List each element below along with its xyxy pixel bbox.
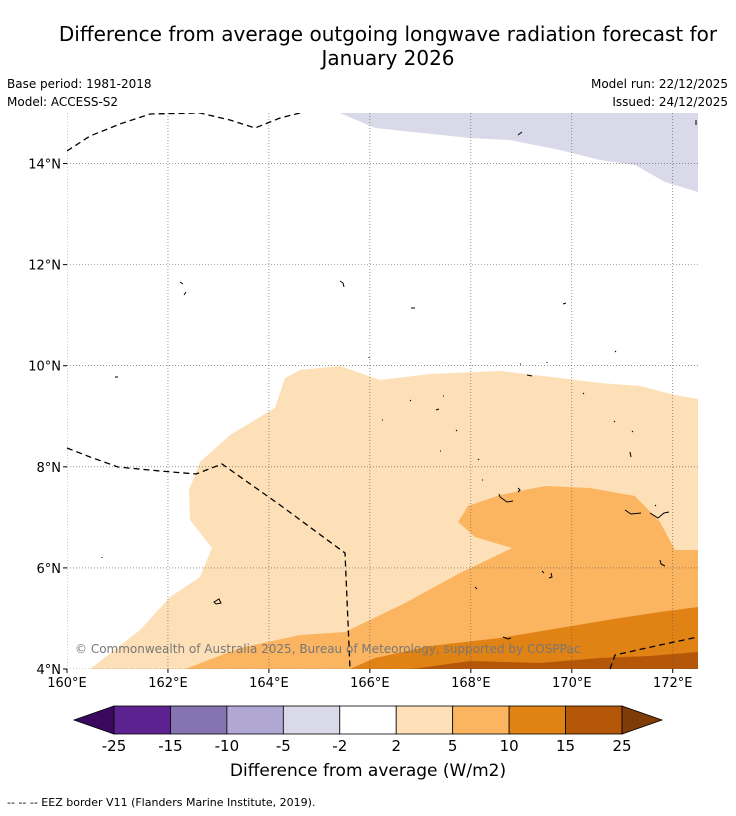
lat-tick-label: 10°N — [28, 360, 61, 375]
colorbar-segment — [452, 705, 510, 735]
lon-tick-label: 162°E — [148, 676, 188, 691]
island — [477, 458, 480, 461]
map-frame: © Commonwealth of Australia 2025, Bureau… — [67, 113, 698, 669]
island — [614, 350, 617, 353]
island — [339, 280, 345, 288]
lon-tick-label: 164°E — [249, 676, 289, 691]
model-name: Model: ACCESS-S2 — [7, 95, 119, 109]
copyright-notice: © Commonwealth of Australia 2025, Bureau… — [75, 642, 580, 656]
eez-legend-note: -- -- -- EEZ border V11 (Flanders Marine… — [7, 796, 316, 809]
colorbar-tick-label: -5 — [276, 737, 291, 755]
lon-tick-label: 160°E — [47, 676, 87, 691]
colorbar-label: Difference from average (W/m2) — [229, 761, 507, 781]
colorbar-tick-label: -15 — [158, 737, 183, 755]
island — [502, 636, 512, 640]
island — [498, 493, 514, 503]
island — [629, 451, 632, 458]
colorbar-tick-label: 25 — [612, 737, 631, 755]
title-line-2: January 2026 — [321, 46, 455, 70]
colorbar: -25 -15 -10 -5 -2 2 5 10 15 25 — [72, 705, 664, 755]
anomaly-region-15-25 — [412, 652, 698, 669]
island — [409, 399, 412, 402]
colorbar-extend-low — [72, 705, 115, 735]
colorbar-tick-label: 2 — [391, 737, 401, 755]
issued-date: Issued: 24/12/2025 — [612, 95, 728, 109]
colorbar-segment — [508, 705, 566, 735]
lat-tick-label: 4°N — [37, 663, 62, 678]
island — [659, 559, 666, 567]
lat-tick-label: 6°N — [37, 562, 62, 577]
colorbar-segment — [226, 705, 284, 735]
meta-left: Base period: 1981-2018 Model: ACCESS-S2 — [7, 75, 152, 111]
island — [213, 598, 222, 605]
lon-tick-label: 172°E — [653, 676, 693, 691]
island — [548, 572, 553, 579]
lon-tick-label: 170°E — [552, 676, 592, 691]
colorbar-tick-label: 15 — [556, 737, 575, 755]
island — [179, 281, 184, 285]
colorbar-extend-high — [621, 705, 664, 735]
island — [517, 131, 523, 136]
island — [183, 291, 187, 296]
island — [649, 511, 670, 519]
island — [455, 429, 458, 432]
chart-title: Difference from average outgoing longwav… — [40, 22, 736, 70]
lon-tick-label: 168°E — [451, 676, 491, 691]
island — [654, 504, 657, 507]
island — [624, 509, 642, 515]
island — [582, 392, 585, 395]
meta-right: Model run: 22/12/2025 Issued: 24/12/2025 — [591, 75, 728, 111]
eez-border-west — [67, 447, 351, 669]
anomaly-region-10-15 — [350, 607, 698, 669]
colorbar-segment — [113, 705, 171, 735]
anomaly-region-5-10 — [185, 486, 698, 669]
colorbar-segment — [339, 705, 397, 735]
island — [517, 487, 521, 493]
colorbar-tick-label: 5 — [448, 737, 458, 755]
base-period: Base period: 1981-2018 — [7, 77, 152, 91]
eez-border-southeast — [609, 636, 698, 669]
colorbar-segment — [565, 705, 623, 735]
lat-tick-label: 14°N — [28, 158, 61, 173]
lat-tick-label: 12°N — [28, 259, 61, 274]
anomaly-region-neg-light — [340, 113, 698, 192]
island — [474, 586, 478, 590]
lon-axis: 160°E 162°E 164°E 166°E 168°E 170°E 172°E — [47, 669, 693, 691]
lat-tick-label: 8°N — [37, 461, 62, 476]
colorbar-tick-label: 10 — [500, 737, 519, 755]
islands — [101, 120, 697, 640]
colorbar-tick-label: -2 — [332, 737, 347, 755]
island — [435, 408, 440, 411]
colorbar-segment — [170, 705, 228, 735]
lon-tick-label: 166°E — [350, 676, 390, 691]
colorbar-tick-label: -25 — [102, 737, 127, 755]
island — [562, 302, 567, 305]
eez-borders — [67, 113, 698, 669]
island — [526, 374, 533, 377]
model-run: Model run: 22/12/2025 — [590, 77, 728, 91]
colorbar-segment — [395, 705, 454, 735]
gridlines — [67, 113, 698, 669]
title-line-1: Difference from average outgoing longwav… — [58, 22, 718, 46]
island — [613, 420, 616, 423]
lat-axis: 4°N 6°N 8°N 10°N 12°N 14°N — [28, 158, 67, 678]
island — [541, 570, 545, 574]
colorbar-tick-label: -10 — [215, 737, 240, 755]
island — [631, 430, 634, 433]
colorbar-segment — [282, 705, 341, 735]
